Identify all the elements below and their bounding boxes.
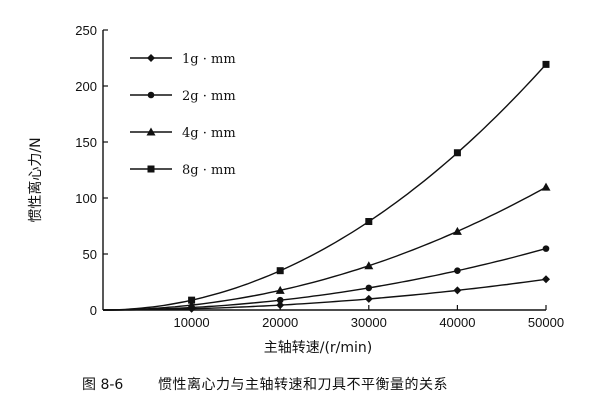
x-tick-label: 50000 xyxy=(528,315,564,330)
curves xyxy=(103,60,551,313)
data-point-square xyxy=(453,149,461,157)
x-tick-label: 20000 xyxy=(262,315,298,330)
data-point-square xyxy=(365,218,373,226)
data-point-triangle xyxy=(364,261,374,270)
legend-label: 4g · mm xyxy=(182,126,236,141)
data-point-circle xyxy=(276,296,284,304)
data-point-diamond xyxy=(147,54,155,62)
legend-label: 2g · mm xyxy=(182,89,236,104)
data-point-triangle xyxy=(187,300,197,309)
data-point-triangle xyxy=(146,127,156,136)
data-point-square xyxy=(542,60,550,68)
data-point-triangle xyxy=(452,226,462,235)
data-point-circle xyxy=(147,91,155,99)
data-point-square xyxy=(276,267,284,275)
data-point-circle xyxy=(454,267,461,274)
legend: 1g · mm 2g · mm 4g · mm 8g · mm xyxy=(130,52,236,178)
figure-number: 图 8-6 xyxy=(82,377,123,393)
series-line xyxy=(103,278,547,311)
y-tick-label: 150 xyxy=(75,135,97,150)
figure-caption: 惯性离心力与主轴转速和刀具不平衡量的关系 xyxy=(158,376,448,393)
data-point-square xyxy=(188,296,196,304)
series-line xyxy=(103,186,547,311)
y-tick-label: 50 xyxy=(83,247,97,262)
x-tick-label: 40000 xyxy=(439,315,475,330)
x-tick-label: 10000 xyxy=(174,315,210,330)
data-point-circle xyxy=(365,284,373,292)
x-axis-title: 主轴转速/(r/min) xyxy=(264,340,373,356)
data-point-diamond xyxy=(364,294,373,303)
data-point-circle xyxy=(542,245,550,252)
axes: 10000 20000 30000 40000 50000 0 50 100 150 200 250 xyxy=(75,23,564,330)
x-tick-label: 30000 xyxy=(351,315,387,330)
y-axis-title: 惯性离心力/N xyxy=(27,137,44,222)
data-point-triangle xyxy=(275,285,285,294)
y-tick-label: 100 xyxy=(75,191,97,206)
y-tick-label: 0 xyxy=(90,303,97,318)
data-point-square xyxy=(147,165,155,173)
data-point-diamond xyxy=(276,301,285,310)
data-point-triangle xyxy=(541,182,551,191)
series-line xyxy=(103,247,547,311)
series-line xyxy=(103,63,547,311)
data-point-diamond xyxy=(542,275,550,284)
y-tick-label: 200 xyxy=(75,79,97,94)
data-point-diamond xyxy=(453,286,462,295)
legend-label: 1g · mm xyxy=(182,52,236,67)
y-tick-label: 250 xyxy=(75,23,97,38)
legend-label: 8g · mm xyxy=(182,163,236,178)
